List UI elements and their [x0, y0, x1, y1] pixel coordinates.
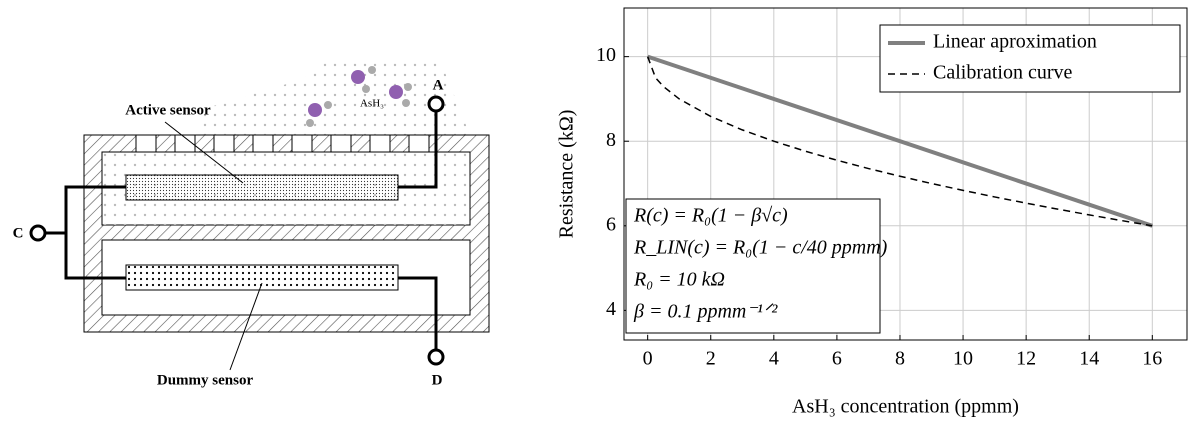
series-line	[647, 54, 1153, 228]
legend-label: Linear aproximation	[933, 31, 1097, 53]
y-tick-label: 8	[606, 129, 616, 151]
x-tick-label: 0	[643, 348, 653, 370]
plot-frame	[623, 7, 1188, 341]
x-tick-label: 14	[1079, 348, 1099, 370]
annotation-line: R_LIN(c) = R₀(1 − c/40 ppmm)	[633, 237, 888, 259]
y-tick-label: 6	[606, 213, 616, 235]
x-axis-label: AsH₃ concentration (ppmm)	[792, 396, 1019, 418]
legend-label: Calibration curve	[933, 62, 1073, 84]
x-tick-label: 16	[1142, 348, 1162, 370]
series-line	[646, 56, 1153, 227]
annotation-box	[625, 198, 881, 334]
y-tick-label: 10	[596, 44, 616, 66]
terminal-label: C	[13, 225, 24, 241]
x-tick-label: 6	[832, 348, 842, 370]
pointer	[164, 121, 244, 184]
y-axis-label: Resistance (kΩ)	[556, 110, 578, 239]
y-tick-label: 4	[606, 298, 616, 320]
terminal-label: D	[432, 372, 443, 388]
pointer	[229, 282, 263, 371]
gas-label: AsH₃	[360, 98, 384, 110]
x-tick-label: 2	[706, 348, 716, 370]
gas-cloud	[200, 60, 470, 135]
annotation-line: β = 0.1 ppmm⁻¹ᐟ²	[633, 301, 778, 323]
x-tick-label: 10	[953, 348, 973, 370]
chart: 0 2 4 6 8 10 12 14 16 4 6 8 10 AsH₃ concentration (pp…	[556, 7, 1188, 418]
annotation-line: R(c) = R₀(1 − β√c)	[633, 205, 788, 227]
x-tick-label: 12	[1016, 348, 1036, 370]
dummy-sensor	[125, 264, 399, 291]
terminals	[29, 95, 445, 366]
annotation-line: R₀ = 10 kΩ	[633, 269, 725, 291]
active-sensor	[125, 174, 399, 201]
dummy-label: Dummy sensor	[157, 372, 254, 388]
molecules	[306, 66, 412, 127]
vent-teeth	[135, 134, 430, 153]
terminal-label: A	[433, 77, 444, 93]
x-tick-label: 8	[895, 348, 905, 370]
x-tick-label: 4	[769, 348, 779, 370]
sensor-diagram: Active sensor Dummy sensor AsH₃ A C D	[13, 60, 490, 388]
active-label: Active sensor	[125, 102, 211, 118]
wires	[46, 112, 438, 349]
legend-box	[879, 24, 1181, 93]
